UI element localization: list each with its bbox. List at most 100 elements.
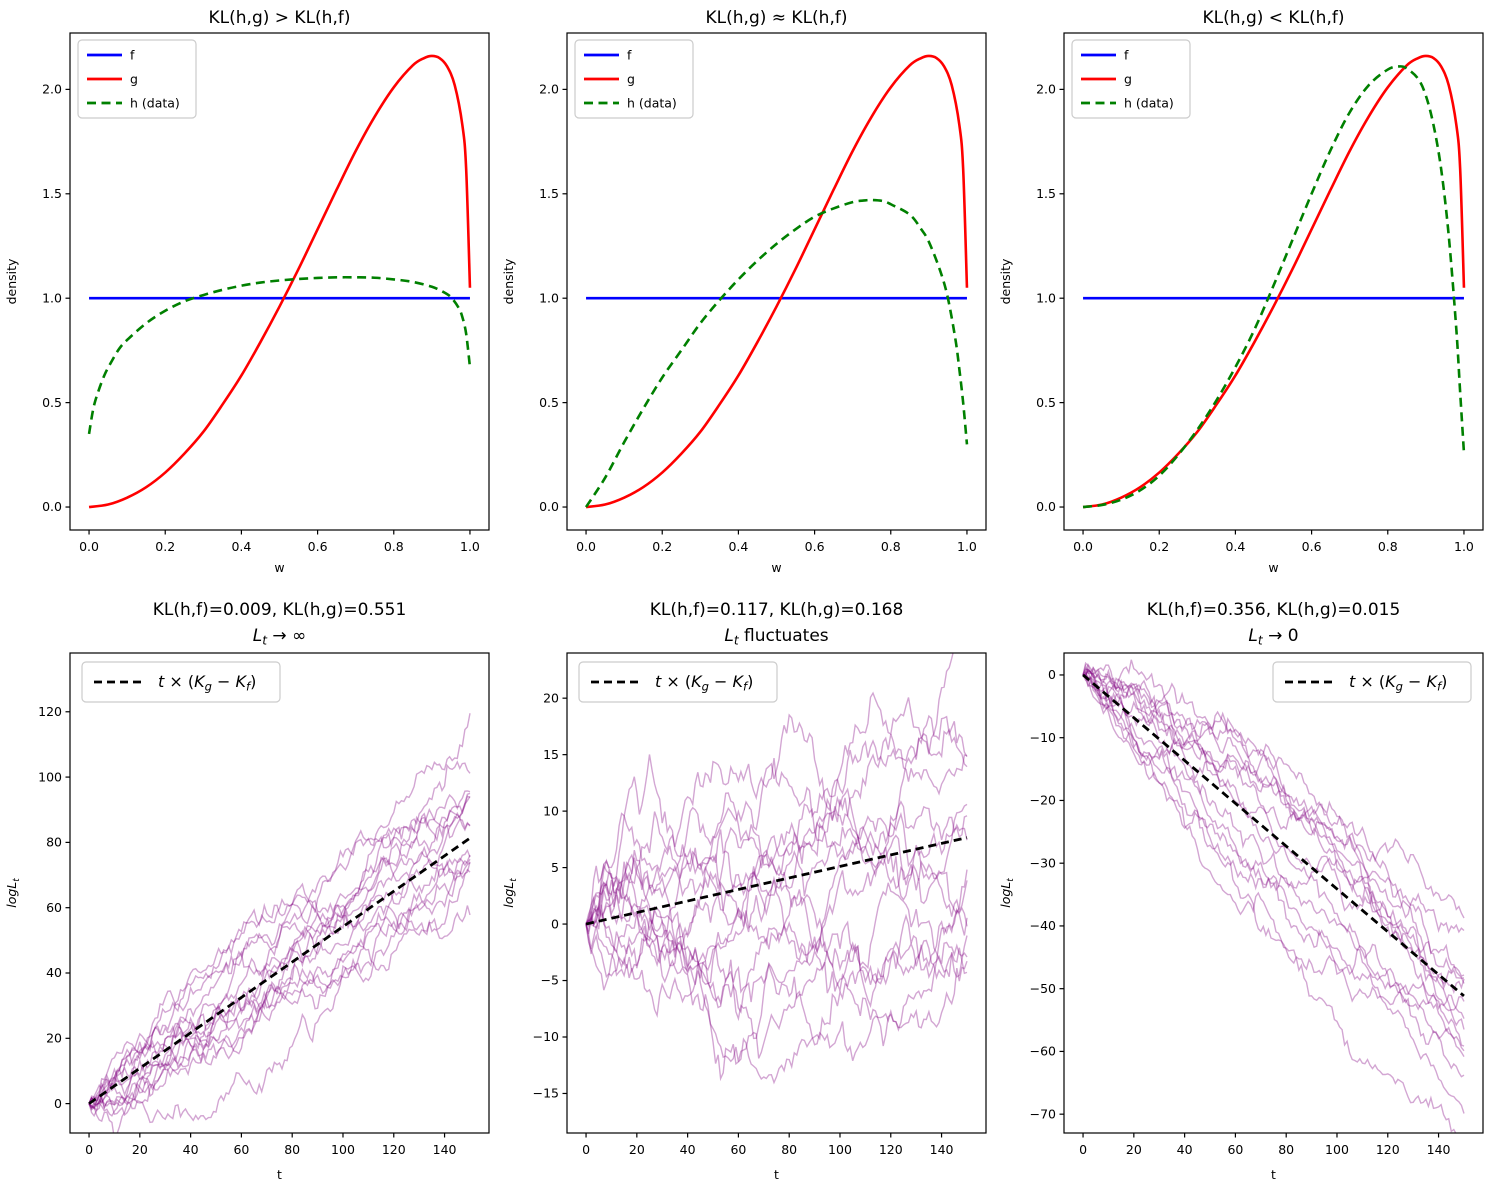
svg-text:t: t <box>1271 1167 1276 1182</box>
svg-text:0.4: 0.4 <box>728 539 748 554</box>
svg-text:60: 60 <box>233 1142 249 1157</box>
svg-text:0.0: 0.0 <box>539 499 559 514</box>
svg-text:h (data): h (data) <box>627 95 677 110</box>
svg-text:0: 0 <box>1048 667 1056 682</box>
svg-text:0.8: 0.8 <box>384 539 404 554</box>
svg-text:20: 20 <box>629 1142 645 1157</box>
svg-text:0.4: 0.4 <box>1225 539 1245 554</box>
svg-text:1.5: 1.5 <box>539 186 559 201</box>
svg-text:−20: −20 <box>1030 793 1056 808</box>
svg-text:t × (Kg − Kf): t × (Kg − Kf) <box>158 672 256 694</box>
svg-text:100: 100 <box>38 769 62 784</box>
svg-text:0.5: 0.5 <box>1036 395 1056 410</box>
panel-loglik-diverges: KL(h,f)=0.009, KL(h,g)=0.551 Lt → ∞ 0 20 40 6… <box>4 600 490 1182</box>
svg-text:0.8: 0.8 <box>881 539 901 554</box>
svg-text:Lt → 0: Lt → 0 <box>1248 626 1298 648</box>
svg-text:t × (Kg − Kf): t × (Kg − Kf) <box>1349 672 1447 694</box>
svg-text:80: 80 <box>284 1142 300 1157</box>
svg-text:f: f <box>1124 47 1129 62</box>
svg-text:2.0: 2.0 <box>42 82 62 97</box>
svg-text:−50: −50 <box>1030 981 1056 996</box>
svg-text:1.5: 1.5 <box>42 186 62 201</box>
svg-text:80: 80 <box>781 1142 797 1157</box>
svg-text:KL(h,f)=0.356, KL(h,g)=0.015: KL(h,f)=0.356, KL(h,g)=0.015 <box>1147 600 1401 620</box>
panel-density-kl-greater: KL(h,g) > KL(h,f) 0.0 0.2 0.4 0.6 0.8 1.0 0.0 0.… <box>4 8 490 575</box>
svg-text:t: t <box>774 1167 779 1182</box>
svg-text:f: f <box>130 47 135 62</box>
svg-text:40: 40 <box>46 965 62 980</box>
panel-loglik-fluctuates: KL(h,f)=0.117, KL(h,g)=0.168 Lt fluctuate… <box>501 600 987 1182</box>
svg-text:KL(h,f)=0.117, KL(h,g)=0.168: KL(h,f)=0.117, KL(h,g)=0.168 <box>650 600 904 620</box>
svg-text:120: 120 <box>1376 1142 1400 1157</box>
svg-text:KL(h,g) > KL(h,f): KL(h,g) > KL(h,f) <box>209 8 351 28</box>
svg-text:0: 0 <box>85 1142 93 1157</box>
svg-text:w: w <box>274 560 284 575</box>
svg-text:logLt: logLt <box>998 878 1016 908</box>
svg-text:0.5: 0.5 <box>539 395 559 410</box>
svg-text:KL(h,f)=0.009, KL(h,g)=0.551: KL(h,f)=0.009, KL(h,g)=0.551 <box>153 600 407 620</box>
svg-text:100: 100 <box>828 1142 852 1157</box>
svg-text:t × (Kg − Kf): t × (Kg − Kf) <box>655 672 753 694</box>
svg-text:logLt: logLt <box>4 878 22 908</box>
svg-text:20: 20 <box>46 1031 62 1046</box>
svg-text:KL(h,g) ≈ KL(h,f): KL(h,g) ≈ KL(h,f) <box>706 8 848 28</box>
svg-text:1.0: 1.0 <box>1036 290 1056 305</box>
svg-text:−5: −5 <box>541 973 559 988</box>
svg-text:KL(h,g) < KL(h,f): KL(h,g) < KL(h,f) <box>1203 8 1345 28</box>
svg-text:120: 120 <box>879 1142 903 1157</box>
svg-text:g: g <box>1124 71 1132 86</box>
svg-text:1.0: 1.0 <box>42 290 62 305</box>
svg-text:100: 100 <box>331 1142 355 1157</box>
panel-loglik-to-zero: KL(h,f)=0.356, KL(h,g)=0.015 Lt → 0 0 20 40 6… <box>998 600 1484 1182</box>
svg-text:15: 15 <box>543 747 559 762</box>
svg-text:60: 60 <box>730 1142 746 1157</box>
svg-text:0: 0 <box>551 916 559 931</box>
svg-text:Lt → ∞: Lt → ∞ <box>253 626 306 648</box>
svg-text:0.0: 0.0 <box>576 539 596 554</box>
svg-text:0.2: 0.2 <box>1149 539 1169 554</box>
svg-text:0.6: 0.6 <box>1302 539 1322 554</box>
svg-text:−40: −40 <box>1030 918 1056 933</box>
svg-text:0.5: 0.5 <box>42 395 62 410</box>
svg-text:0.0: 0.0 <box>42 499 62 514</box>
svg-text:60: 60 <box>1227 1142 1243 1157</box>
svg-text:0.0: 0.0 <box>1036 499 1056 514</box>
svg-text:80: 80 <box>46 835 62 850</box>
svg-text:w: w <box>771 560 781 575</box>
svg-text:100: 100 <box>1325 1142 1349 1157</box>
svg-text:0.2: 0.2 <box>652 539 672 554</box>
svg-text:−60: −60 <box>1030 1044 1056 1059</box>
svg-text:t: t <box>277 1167 282 1182</box>
svg-text:80: 80 <box>1278 1142 1294 1157</box>
svg-text:logLt: logLt <box>501 878 519 908</box>
svg-text:−15: −15 <box>533 1086 559 1101</box>
svg-text:2.0: 2.0 <box>1036 82 1056 97</box>
svg-text:10: 10 <box>543 803 559 818</box>
svg-text:−10: −10 <box>1030 730 1056 745</box>
svg-text:0: 0 <box>1079 1142 1087 1157</box>
svg-text:40: 40 <box>680 1142 696 1157</box>
svg-text:1.0: 1.0 <box>460 539 480 554</box>
svg-text:density: density <box>4 258 19 304</box>
svg-text:g: g <box>627 71 635 86</box>
svg-text:20: 20 <box>543 690 559 705</box>
svg-text:1.0: 1.0 <box>1454 539 1474 554</box>
svg-text:0.0: 0.0 <box>79 539 99 554</box>
svg-text:−70: −70 <box>1030 1106 1056 1121</box>
svg-text:Lt fluctuates: Lt fluctuates <box>724 626 828 648</box>
svg-text:0.8: 0.8 <box>1378 539 1398 554</box>
svg-text:0.6: 0.6 <box>308 539 328 554</box>
svg-text:h (data): h (data) <box>1124 95 1174 110</box>
svg-text:0: 0 <box>582 1142 590 1157</box>
svg-text:140: 140 <box>433 1142 457 1157</box>
svg-text:60: 60 <box>46 900 62 915</box>
svg-text:g: g <box>130 71 138 86</box>
svg-text:−30: −30 <box>1030 855 1056 870</box>
svg-text:−10: −10 <box>533 1029 559 1044</box>
svg-text:density: density <box>501 258 516 304</box>
svg-text:w: w <box>1268 560 1278 575</box>
panel-density-kl-less: KL(h,g) < KL(h,f) 0.0 0.2 0.4 0.6 0.8 1.0 0.0 0.… <box>998 8 1484 575</box>
svg-text:20: 20 <box>132 1142 148 1157</box>
svg-text:0.2: 0.2 <box>155 539 175 554</box>
